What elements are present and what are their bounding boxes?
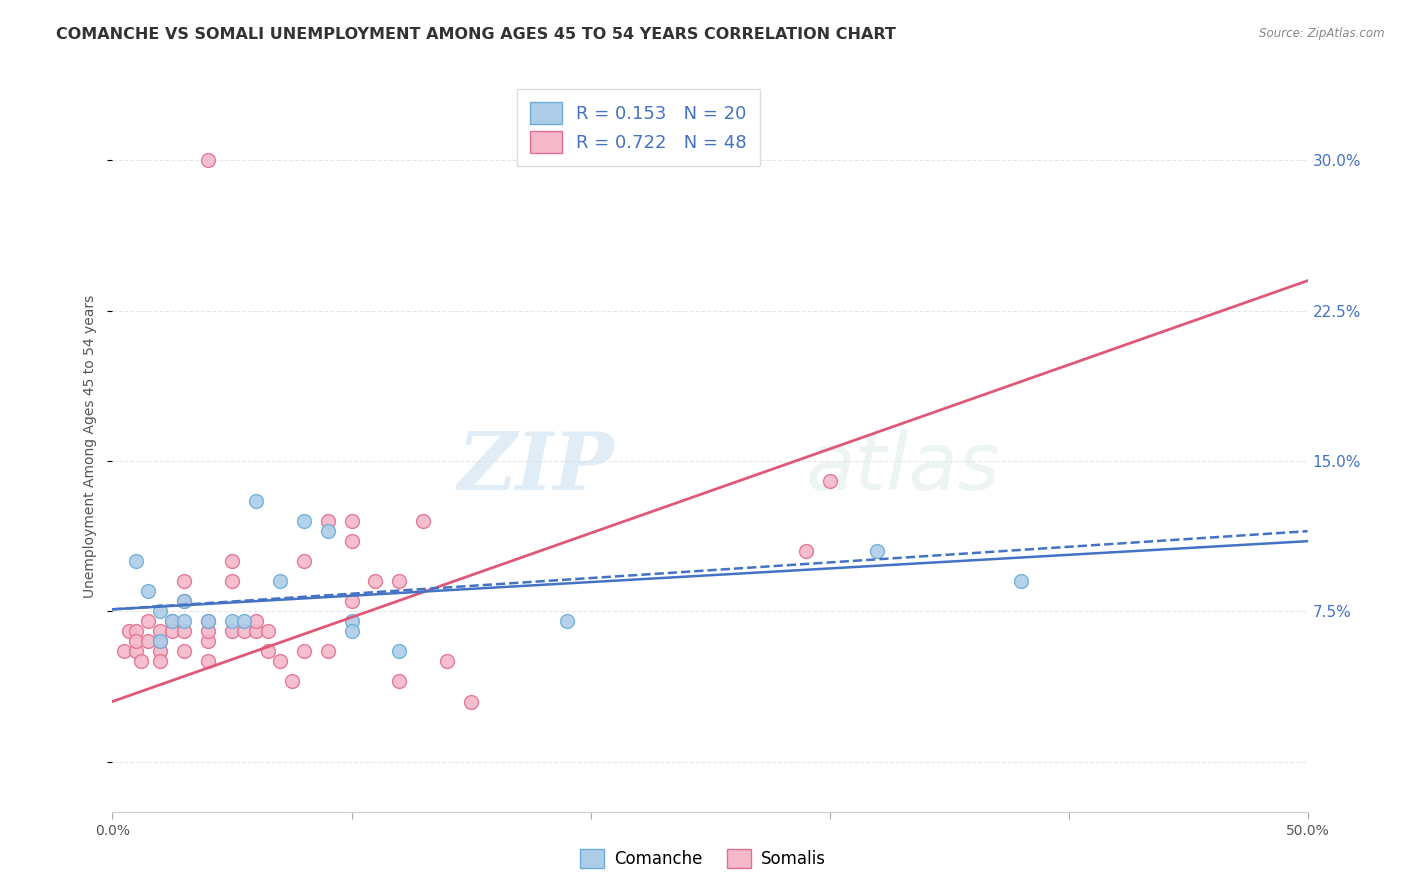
- Point: [173, 574, 195, 589]
- Point: [436, 655, 458, 669]
- Point: [162, 624, 183, 639]
- Point: [149, 604, 172, 618]
- Point: [269, 574, 291, 589]
- Point: [173, 624, 195, 639]
- Point: [866, 544, 889, 558]
- Point: [197, 615, 219, 629]
- Point: [149, 624, 172, 639]
- Point: [388, 574, 411, 589]
- Point: [197, 153, 219, 168]
- Point: [221, 624, 243, 639]
- Point: [555, 615, 578, 629]
- Y-axis label: Unemployment Among Ages 45 to 54 years: Unemployment Among Ages 45 to 54 years: [83, 294, 97, 598]
- Point: [1010, 574, 1032, 589]
- Point: [292, 644, 315, 658]
- Point: [340, 594, 363, 608]
- Point: [292, 554, 315, 568]
- Point: [340, 615, 363, 629]
- Point: [138, 584, 160, 599]
- Legend: Comanche, Somalis: Comanche, Somalis: [574, 842, 832, 875]
- Text: COMANCHE VS SOMALI UNEMPLOYMENT AMONG AGES 45 TO 54 YEARS CORRELATION CHART: COMANCHE VS SOMALI UNEMPLOYMENT AMONG AG…: [56, 27, 896, 42]
- Point: [197, 615, 219, 629]
- Point: [173, 615, 195, 629]
- Text: Source: ZipAtlas.com: Source: ZipAtlas.com: [1260, 27, 1385, 40]
- Point: [460, 694, 482, 708]
- Point: [316, 524, 339, 538]
- Point: [340, 514, 363, 528]
- Point: [257, 624, 280, 639]
- Point: [197, 655, 219, 669]
- Point: [173, 644, 195, 658]
- Text: atlas: atlas: [806, 429, 1001, 507]
- Legend: R = 0.153   N = 20, R = 0.722   N = 48: R = 0.153 N = 20, R = 0.722 N = 48: [517, 89, 759, 166]
- Point: [269, 655, 291, 669]
- Point: [221, 574, 243, 589]
- Point: [125, 554, 148, 568]
- Point: [233, 624, 256, 639]
- Point: [125, 634, 148, 648]
- Point: [292, 514, 315, 528]
- Point: [173, 594, 195, 608]
- Point: [388, 674, 411, 689]
- Point: [340, 534, 363, 549]
- Point: [149, 634, 172, 648]
- Point: [149, 634, 172, 648]
- Point: [173, 594, 195, 608]
- Point: [197, 634, 219, 648]
- Point: [221, 554, 243, 568]
- Point: [197, 624, 219, 639]
- Point: [129, 655, 152, 669]
- Point: [118, 624, 141, 639]
- Point: [125, 624, 148, 639]
- Point: [221, 615, 243, 629]
- Point: [316, 644, 339, 658]
- Point: [149, 655, 172, 669]
- Point: [340, 624, 363, 639]
- Point: [162, 615, 183, 629]
- Point: [281, 674, 304, 689]
- Point: [149, 644, 172, 658]
- Text: ZIP: ZIP: [457, 429, 614, 507]
- Point: [245, 615, 267, 629]
- Point: [364, 574, 387, 589]
- Point: [114, 644, 135, 658]
- Point: [138, 634, 160, 648]
- Point: [818, 474, 841, 488]
- Point: [233, 615, 256, 629]
- Point: [794, 544, 817, 558]
- Point: [388, 644, 411, 658]
- Point: [257, 644, 280, 658]
- Point: [412, 514, 434, 528]
- Point: [138, 615, 160, 629]
- Point: [162, 615, 183, 629]
- Point: [245, 494, 267, 508]
- Point: [125, 644, 148, 658]
- Point: [245, 624, 267, 639]
- Point: [316, 514, 339, 528]
